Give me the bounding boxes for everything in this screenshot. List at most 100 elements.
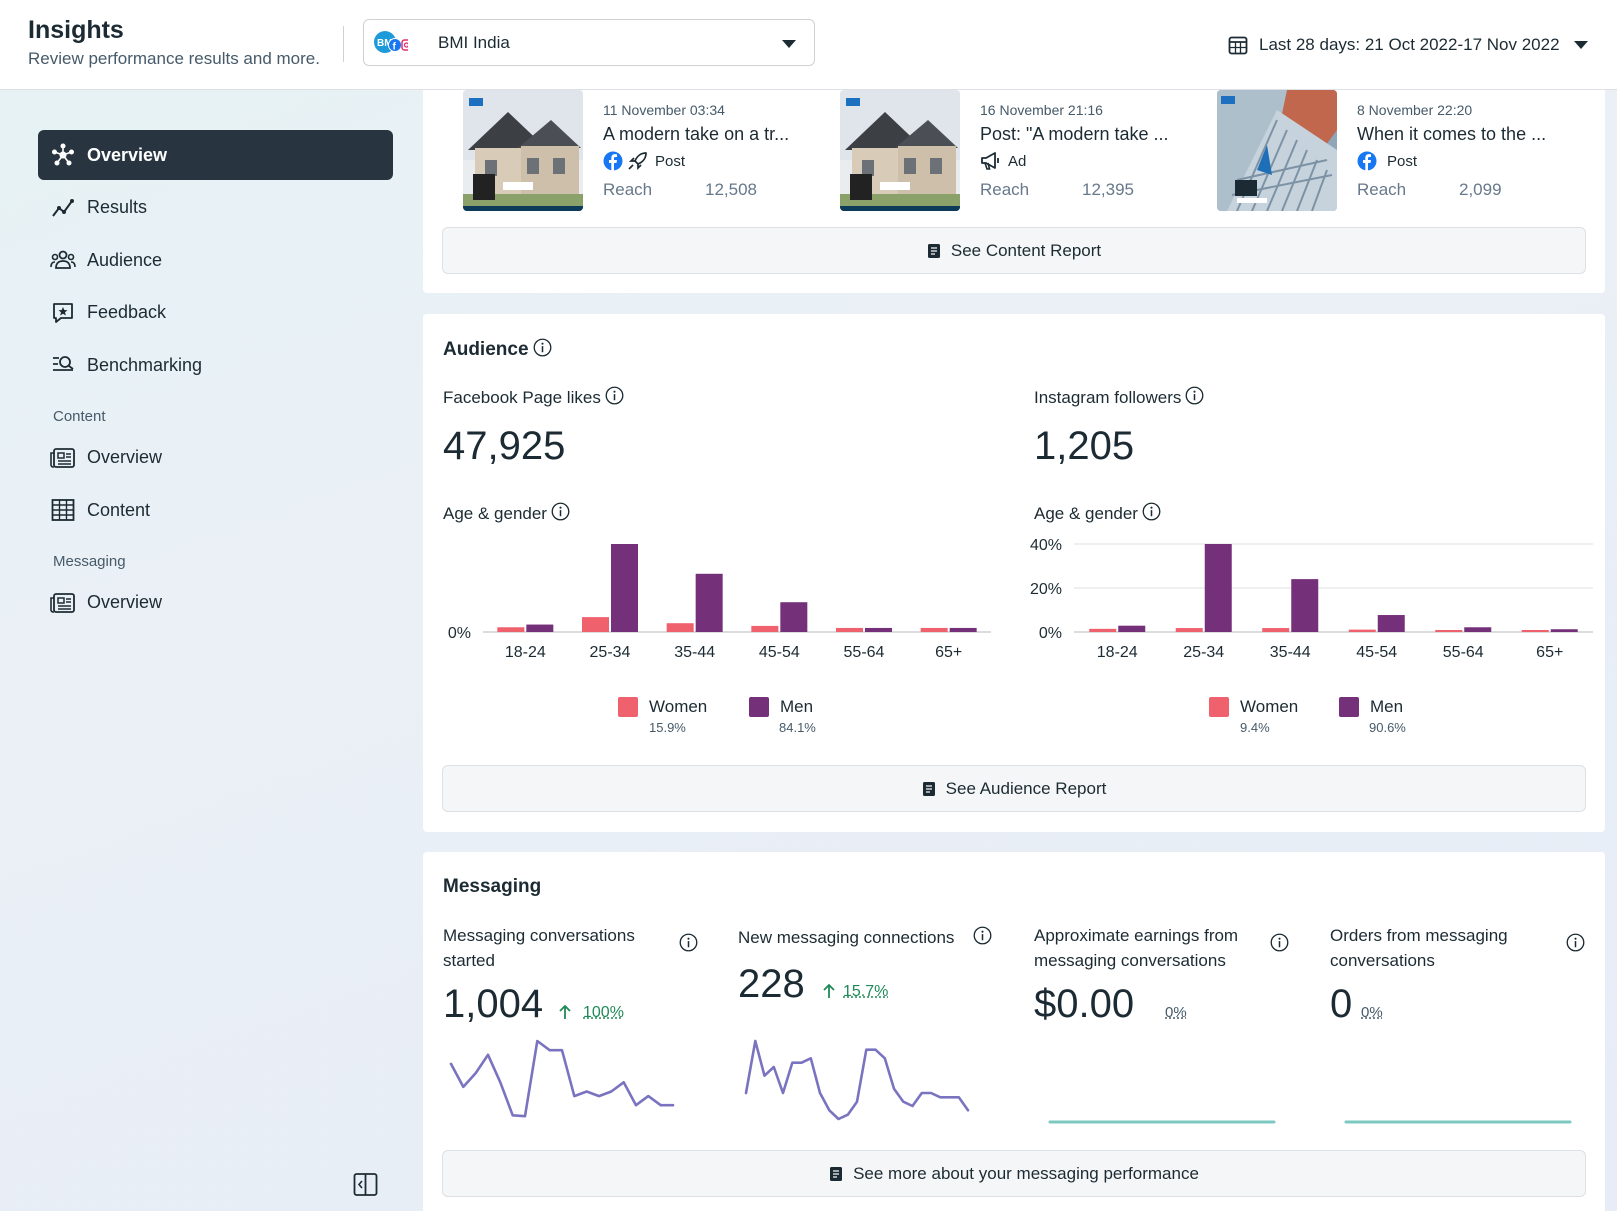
- sidebar-item-label: Content: [87, 499, 151, 520]
- legend-label: Women: [1240, 697, 1299, 716]
- bar-women-55-64: [836, 627, 863, 632]
- x-tick-label: 35-44: [674, 644, 715, 661]
- metric-label: New messaging connections: [738, 928, 955, 947]
- facebook-age-gender-chart: 0% 18-24 25-34 35-44 45-54 55-64 65+: [448, 544, 991, 661]
- x-tick-label: 18-24: [505, 644, 546, 661]
- orders-trend-chart: [1344, 1120, 1572, 1124]
- metric-value: 228: [738, 962, 805, 1006]
- info-icon[interactable]: [1185, 386, 1204, 405]
- nav-section-messaging: Messaging: [53, 552, 126, 570]
- sidebar-item-label: Overview: [87, 144, 168, 165]
- metric-change: 15.7%: [843, 983, 889, 1000]
- bar-women-55-64: [1435, 630, 1463, 632]
- post-title[interactable]: When it comes to the ...: [1357, 124, 1547, 144]
- post-title[interactable]: A modern take on a tr...: [603, 124, 790, 144]
- post-reach-label: Reach: [603, 180, 653, 199]
- x-tick-label: 25-34: [590, 644, 631, 661]
- content-overview-icon: [50, 445, 76, 471]
- y-tick-label: 20%: [1030, 581, 1062, 598]
- bar-women-35-44: [666, 623, 694, 632]
- post-thumbnail: [840, 90, 960, 211]
- instagram-followers-label: Instagram followers: [1034, 386, 1204, 408]
- nav-section-content: Content: [53, 407, 106, 425]
- svg-text:BMI: BMI: [377, 38, 396, 49]
- metric-change: 0%: [1361, 1004, 1383, 1021]
- overview-icon: [50, 142, 76, 168]
- see-audience-report-button[interactable]: See Audience Report: [442, 765, 1586, 812]
- legend-label: Women: [649, 697, 708, 716]
- info-icon[interactable]: [973, 926, 992, 945]
- legend-men: Men: [1339, 696, 1403, 718]
- post-reach-value: 12,508: [705, 180, 757, 199]
- bar-men-55-64: [865, 627, 892, 632]
- see-content-report-button[interactable]: See Content Report: [442, 227, 1586, 274]
- page-title: Insights: [28, 16, 124, 44]
- sidebar-item-content-overview[interactable]: Overview: [38, 433, 393, 483]
- legend-label: Men: [780, 697, 814, 716]
- connections-trend-chart: [744, 1039, 970, 1121]
- metric-value: 0: [1330, 982, 1353, 1026]
- top-bar: Insights Review performance results and …: [0, 0, 1617, 90]
- sidebar-item-label: Results: [87, 197, 148, 217]
- legend-swatch: [1339, 697, 1359, 717]
- sidebar-item-audience[interactable]: Audience: [38, 235, 393, 285]
- post-reach-label: Reach: [1357, 180, 1407, 199]
- metric-change: 100%: [583, 1004, 624, 1021]
- bar-men-45-54: [1377, 615, 1405, 632]
- x-tick-label: 55-64: [844, 644, 885, 661]
- info-icon[interactable]: [533, 338, 552, 357]
- bar-men-25-34: [1204, 544, 1232, 632]
- x-tick-label: 45-54: [1356, 644, 1397, 661]
- collapse-sidebar-icon[interactable]: [353, 1172, 378, 1197]
- megaphone-icon: [981, 152, 999, 170]
- x-tick-label: 35-44: [1270, 644, 1311, 661]
- audience-title-text: Audience: [443, 339, 529, 360]
- info-icon[interactable]: [1270, 933, 1289, 952]
- sidebar-item-overview[interactable]: Overview: [38, 130, 393, 180]
- legend-label: Men: [1370, 697, 1404, 716]
- post-type: Post: [1357, 150, 1417, 172]
- age-gender-text: Age & gender: [1034, 504, 1138, 523]
- post-type-label: Post: [1387, 152, 1418, 170]
- bar-women-25-34: [1175, 628, 1203, 632]
- bar-women-65+: [1521, 630, 1549, 632]
- sidebar-item-label: Feedback: [87, 302, 167, 322]
- post-title[interactable]: Post: "A modern take ...: [980, 124, 1169, 144]
- bar-men-35-44: [695, 573, 723, 632]
- conversations-trend-chart: [449, 1039, 675, 1118]
- legend-swatch: [749, 697, 769, 717]
- sidebar-item-content[interactable]: Content: [38, 485, 393, 535]
- info-icon[interactable]: [1566, 933, 1585, 952]
- sidebar-item-feedback[interactable]: Feedback: [38, 288, 393, 338]
- sidebar-item-messaging-overview[interactable]: Overview: [38, 578, 393, 628]
- benchmarking-icon: [50, 352, 76, 378]
- sidebar-item-results[interactable]: Results: [38, 183, 393, 233]
- info-icon[interactable]: [551, 502, 570, 521]
- post-date: 16 November 21:16: [980, 102, 1103, 118]
- legend-swatch: [1209, 697, 1229, 717]
- sidebar-item-benchmarking[interactable]: Benchmarking: [38, 340, 393, 390]
- bar-men-65+: [949, 627, 977, 632]
- see-more-messaging-button[interactable]: See more about your messaging performanc…: [442, 1150, 1586, 1197]
- results-icon: [50, 195, 76, 221]
- facebook-page-likes-value: 47,925: [443, 424, 566, 468]
- post-type-label: Ad: [1008, 152, 1027, 170]
- date-range-label: Last 28 days: 21 Oct 2022-17 Nov 2022: [1259, 35, 1560, 54]
- ig-age-gender-label: Age & gender: [1034, 502, 1161, 524]
- bar-women-35-44: [1262, 628, 1290, 632]
- post-type: Post: [603, 150, 685, 172]
- account-selector[interactable]: BMI f BMI India: [363, 19, 815, 66]
- x-tick-label: 65+: [1536, 644, 1563, 661]
- fb-age-gender-label: Age & gender: [443, 502, 570, 524]
- date-range-selector[interactable]: Last 28 days: 21 Oct 2022-17 Nov 2022: [1228, 31, 1588, 59]
- arrow-up-icon: [823, 983, 835, 998]
- women-percentage: 9.4%: [1240, 720, 1270, 735]
- info-icon[interactable]: [605, 386, 624, 405]
- page-subtitle: Review performance results and more.: [28, 49, 320, 68]
- info-icon[interactable]: [1142, 502, 1161, 521]
- bar-women-18-24: [497, 627, 525, 632]
- info-icon[interactable]: [679, 933, 698, 952]
- post-reach-label: Reach: [980, 180, 1030, 199]
- metric-change: 0%: [1165, 1004, 1187, 1021]
- calendar-icon: [1228, 36, 1248, 55]
